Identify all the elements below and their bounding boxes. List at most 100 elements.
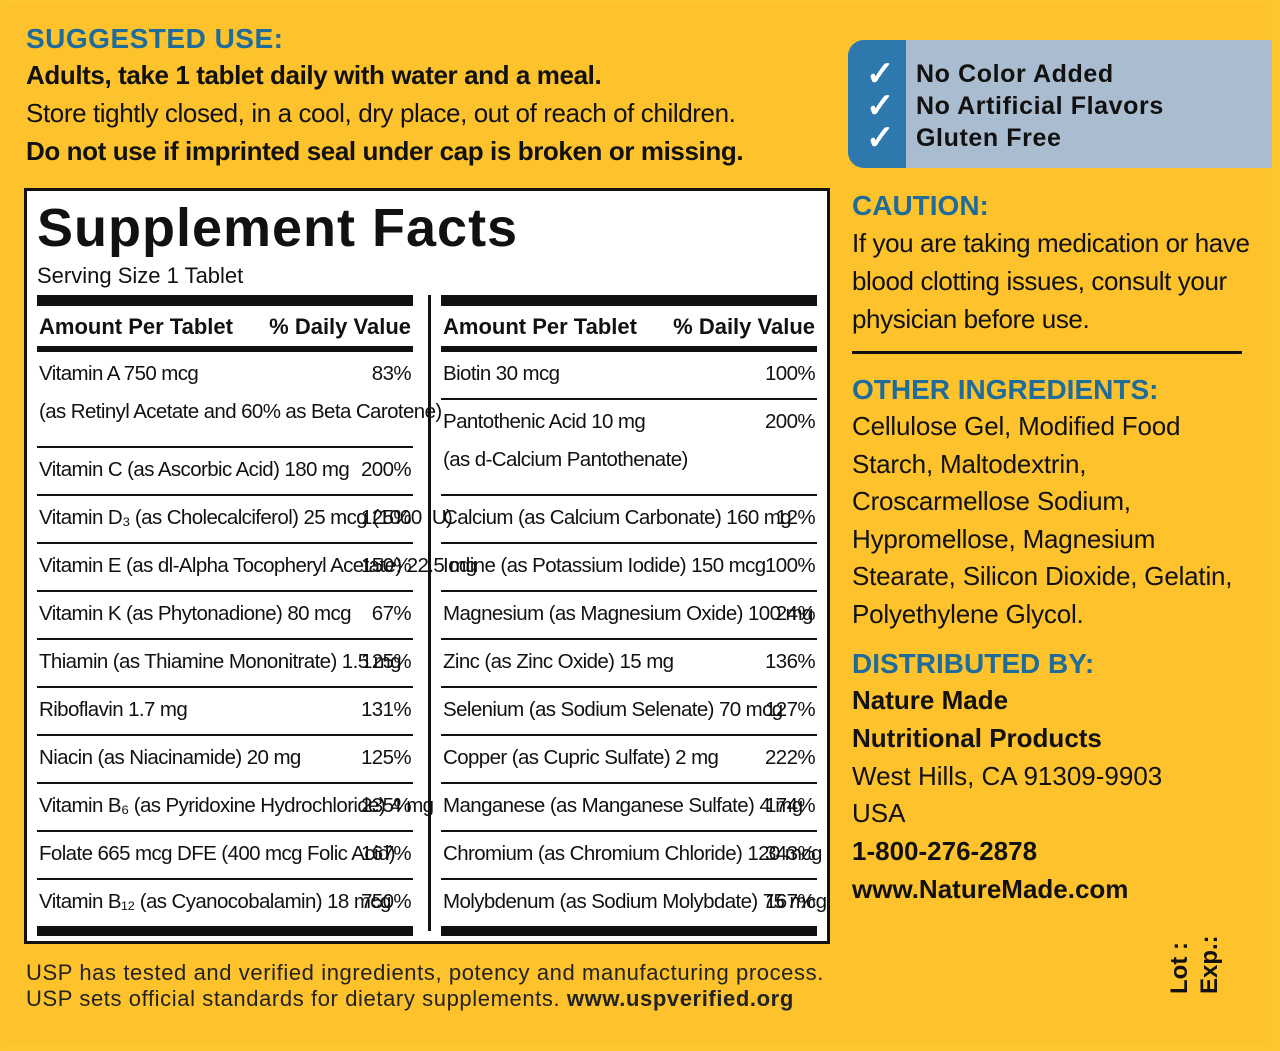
claim-item: ✓ Gluten Free (848, 119, 1268, 157)
amount-header: Amount Per Tablet (443, 314, 637, 339)
nutrient-dv: 200% (360, 458, 412, 481)
thick-rule (37, 295, 413, 306)
nutrient-name: Vitamin C (as Ascorbic Acid) 180 mg (39, 458, 350, 481)
exp-label: Exp.: (1196, 935, 1223, 994)
nutrient-name: Zinc (as Zinc Oxide) 15 mg (443, 650, 674, 673)
caution-title: CAUTION: (852, 190, 989, 221)
nutrient-row: Niacin (as Niacinamide) 20 mg 125% (37, 736, 413, 784)
nutrient-dv: 174% (764, 794, 816, 817)
nutrient-dv: 12% (775, 506, 816, 529)
nutrient-row: Selenium (as Sodium Selenate) 70 mcg 127… (441, 688, 817, 736)
nutrient-name: Vitamin B₆ (as Pyridoxine Hydrochloride)… (39, 794, 434, 817)
storage-instruction: Store tightly closed, in a cool, dry pla… (26, 98, 736, 128)
nutrient-dv: 24% (775, 602, 816, 625)
nutrient-source: (as Retinyl Acetate and 60% as Beta Caro… (39, 400, 442, 423)
nutrient-source: (as d-Calcium Pantothenate) (443, 448, 688, 471)
facts-column-left: Amount Per Tablet % Daily Value Vitamin … (37, 295, 477, 936)
check-icon: ✓ (866, 119, 895, 157)
nutrient-name: Riboflavin 1.7 mg (39, 698, 188, 721)
nutrient-dv: 136% (764, 650, 816, 673)
claims-box: ✓ No Color Added ✓ No Artificial Flavors… (848, 40, 1272, 168)
claim-item: ✓ No Artificial Flavors (848, 87, 1268, 125)
claim-text: Gluten Free (916, 124, 1062, 152)
nutrient-row: Vitamin C (as Ascorbic Acid) 180 mg 200% (37, 448, 413, 496)
lot-exp-area: Lot : Exp.: (1166, 935, 1236, 996)
column-divider (428, 295, 431, 931)
company-name: Nature Made (852, 685, 1009, 715)
nutrient-row: Pantothenic Acid 10 mg (as d-Calcium Pan… (441, 400, 817, 496)
nutrient-row: Vitamin A 750 mcg (as Retinyl Acetate an… (37, 352, 442, 448)
nutrient-row: Iodine (as Potassium Iodide) 150 mcg 100… (441, 544, 817, 592)
daily-value-header: % Daily Value (269, 314, 411, 339)
nutrient-dv: 131% (360, 698, 412, 721)
nutrient-dv: 125% (360, 746, 412, 769)
nutrient-row: Chromium (as Chromium Chloride) 120 mcg … (441, 832, 822, 880)
company-division: Nutritional Products (852, 722, 1102, 753)
nutrient-dv: 150% (360, 554, 412, 577)
nutrient-row: Magnesium (as Magnesium Oxide) 100 mg 24… (441, 592, 817, 640)
nutrient-dv: 167% (764, 890, 816, 913)
nutrient-name: Vitamin D₃ (as Cholecalciferol) 25 mcg (… (39, 506, 453, 529)
caution-text: If you are taking medication or have blo… (852, 228, 1250, 334)
nutrient-row: Calcium (as Calcium Carbonate) 160 mg 12… (441, 496, 817, 544)
usp-link[interactable]: www.uspverified.org (566, 986, 794, 1011)
dosage-instruction: Adults, take 1 tablet daily with water a… (26, 60, 602, 90)
claim-text: No Color Added (916, 60, 1114, 88)
nutrient-name: Manganese (as Manganese Sulfate) 4 mg (443, 794, 803, 817)
distributed-by-title: DISTRIBUTED BY: (852, 648, 1095, 679)
nutrient-name: Folate 665 mcg DFE (400 mcg Folic Acid) (39, 842, 396, 865)
nutrient-dv: 125% (360, 506, 412, 529)
nutrient-dv: 222% (764, 746, 816, 769)
nutrient-dv: 100% (764, 362, 816, 385)
nutrient-name: Pantothenic Acid 10 mg (443, 410, 646, 433)
nutrient-row: Biotin 30 mcg 100% (441, 352, 817, 400)
nutrient-dv: 167% (360, 842, 412, 865)
amount-header: Amount Per Tablet (39, 314, 233, 339)
other-ingredients-text: Cellulose Gel, Modified Food Starch, Mal… (852, 411, 1233, 629)
nutrient-name: Chromium (as Chromium Chloride) 120 mcg (443, 842, 822, 865)
suggested-use-title: SUGGESTED USE: (26, 23, 284, 54)
nutrient-row: Riboflavin 1.7 mg 131% (37, 688, 413, 736)
nutrient-row: Zinc (as Zinc Oxide) 15 mg 136% (441, 640, 817, 688)
usp-line-1: USP has tested and verified ingredients,… (26, 960, 824, 985)
nutrient-row: Molybdenum (as Sodium Molybdate) 75 mcg … (441, 880, 827, 926)
nutrient-dv: 200% (764, 410, 816, 433)
nutrient-name: Calcium (as Calcium Carbonate) 160 mg (443, 506, 792, 529)
nutrient-name: Biotin 30 mcg (443, 362, 560, 385)
nutrient-dv: 235% (360, 794, 412, 817)
section-divider (852, 351, 1242, 354)
nutrient-dv: 127% (764, 698, 816, 721)
thick-rule (441, 295, 817, 306)
distributed-by-section: DISTRIBUTED BY: Nature Made Nutritional … (852, 646, 1262, 909)
nutrient-dv: 83% (371, 362, 412, 385)
usp-statement: USP has tested and verified ingredients,… (26, 960, 824, 1012)
supplement-facts-panel: Supplement Facts Serving Size 1 Tablet A… (24, 188, 830, 944)
nutrient-name: Niacin (as Niacinamide) 20 mg (39, 746, 301, 769)
nutrient-dv: 343% (764, 842, 816, 865)
seal-warning: Do not use if imprinted seal under cap i… (26, 136, 744, 166)
nutrient-name: Vitamin E (as dl-Alpha Tocopheryl Acetat… (39, 554, 477, 577)
suggested-use-section: SUGGESTED USE: Adults, take 1 tablet dai… (26, 22, 744, 170)
nutrient-row: Thiamin (as Thiamine Mononitrate) 1.5 mg… (37, 640, 413, 688)
usp-line-2: USP sets official standards for dietary … (26, 986, 824, 1012)
nutrient-row: Vitamin E (as dl-Alpha Tocopheryl Acetat… (37, 544, 477, 592)
nutrient-row: Vitamin D₃ (as Cholecalciferol) 25 mcg (… (37, 496, 453, 544)
usp-line-2-text: USP sets official standards for dietary … (26, 986, 561, 1011)
claim-item: ✓ No Color Added (848, 55, 1268, 93)
serving-size: Serving Size 1 Tablet (37, 263, 244, 288)
nutrient-row: Copper (as Cupric Sulfate) 2 mg 222% (441, 736, 817, 784)
nutrient-name: Magnesium (as Magnesium Oxide) 100 mg (443, 602, 813, 625)
company-address: West Hills, CA 91309-9903 (852, 760, 1163, 791)
nutrient-name: Vitamin B₁₂ (as Cyanocobalamin) 18 mcg (39, 890, 391, 913)
website-link[interactable]: www.NatureMade.com (852, 873, 1129, 904)
nutrient-row: Folate 665 mcg DFE (400 mcg Folic Acid) … (37, 832, 413, 880)
nutrient-row: Vitamin K (as Phytonadione) 80 mcg 67% (37, 592, 413, 640)
nutrient-dv: 100% (764, 554, 816, 577)
nutrient-name: Vitamin K (as Phytonadione) 80 mcg (39, 602, 352, 625)
nutrient-name: Selenium (as Sodium Selenate) 70 mcg (443, 698, 783, 721)
daily-value-header: % Daily Value (673, 314, 815, 339)
nutrient-name: Vitamin A 750 mcg (39, 362, 199, 385)
facts-title: Supplement Facts (37, 198, 519, 258)
bottom-rule (37, 926, 413, 936)
nutrient-row: Vitamin B₆ (as Pyridoxine Hydrochloride)… (37, 784, 434, 832)
